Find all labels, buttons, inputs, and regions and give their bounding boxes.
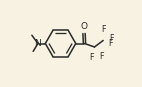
Text: O: O [81,22,88,31]
Text: F: F [101,25,106,34]
Text: F: F [99,52,103,61]
Text: F: F [109,33,114,43]
Text: N: N [35,39,41,48]
Text: F: F [108,39,112,48]
Text: F: F [90,53,94,62]
